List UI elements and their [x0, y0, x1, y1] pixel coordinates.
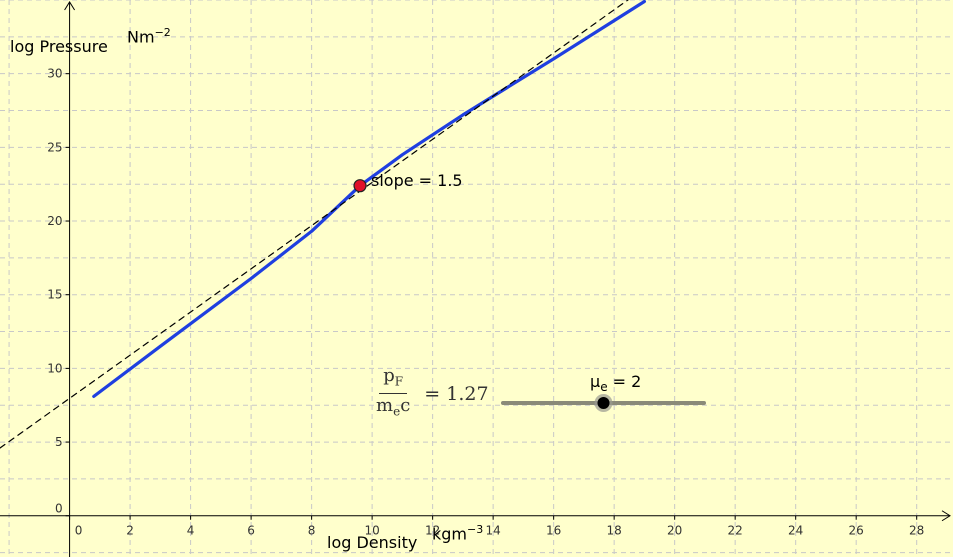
- x-tick-label: 28: [909, 524, 924, 538]
- x-tick-label: 6: [247, 524, 255, 538]
- x-tick-label: 26: [849, 524, 864, 538]
- x-tick-label: 24: [788, 524, 803, 538]
- y-tick-label: 25: [47, 140, 62, 154]
- x-tick-label: 2: [126, 524, 134, 538]
- x-tick-label: 14: [485, 524, 500, 538]
- x-tick-label: 20: [667, 524, 682, 538]
- y-tick-label: 5: [55, 435, 63, 449]
- x-tick-label: 10: [364, 524, 379, 538]
- slope-annotation: slope = 1.5: [371, 171, 463, 190]
- x-tick-label: 4: [187, 524, 195, 538]
- x-tick-label: 8: [308, 524, 316, 538]
- formula-denominator: mec: [376, 394, 411, 419]
- y-tick-label: 0: [55, 502, 63, 516]
- x-axis-label: log Density: [327, 533, 418, 552]
- tangent-dashed-line: [0, 0, 629, 449]
- y-tick-label: 15: [47, 288, 62, 302]
- slope-point: [353, 179, 367, 193]
- x-axis-arrow: [941, 510, 951, 522]
- x-tick-labels: 0 2 4 6 8 10 12 14 16 18 20 22 24 26 28: [75, 524, 925, 538]
- y-axis-arrow: [64, 1, 76, 11]
- x-tick-label: 18: [607, 524, 622, 538]
- fermi-momentum-formula: pF mec = 1.27: [372, 365, 489, 423]
- y-tick-label: 20: [47, 214, 62, 228]
- y-axis-unit: Nm−2: [127, 26, 171, 47]
- slider-label: μe = 2: [590, 372, 642, 395]
- x-tick-label: 12: [425, 524, 440, 538]
- slider-track-group: [501, 394, 706, 412]
- y-tick-label: 30: [47, 67, 62, 81]
- y-axis-label: log Pressure: [10, 37, 108, 56]
- pressure-density-curve: [92, 0, 647, 398]
- y-tick-label: 10: [47, 361, 62, 375]
- y-tick-labels: 0 5 10 15 20 25 30: [47, 67, 62, 516]
- x-tick-label: 0: [75, 524, 83, 538]
- formula-numerator: pF: [379, 365, 408, 394]
- formula-value: = 1.27: [424, 383, 489, 406]
- annotation-points: [353, 179, 367, 193]
- x-tick-label: 16: [546, 524, 561, 538]
- series-lines: [0, 0, 647, 449]
- x-tick-label: 22: [728, 524, 743, 538]
- slider-knob[interactable]: [597, 397, 610, 409]
- x-axis-unit: kgm−3: [432, 523, 484, 544]
